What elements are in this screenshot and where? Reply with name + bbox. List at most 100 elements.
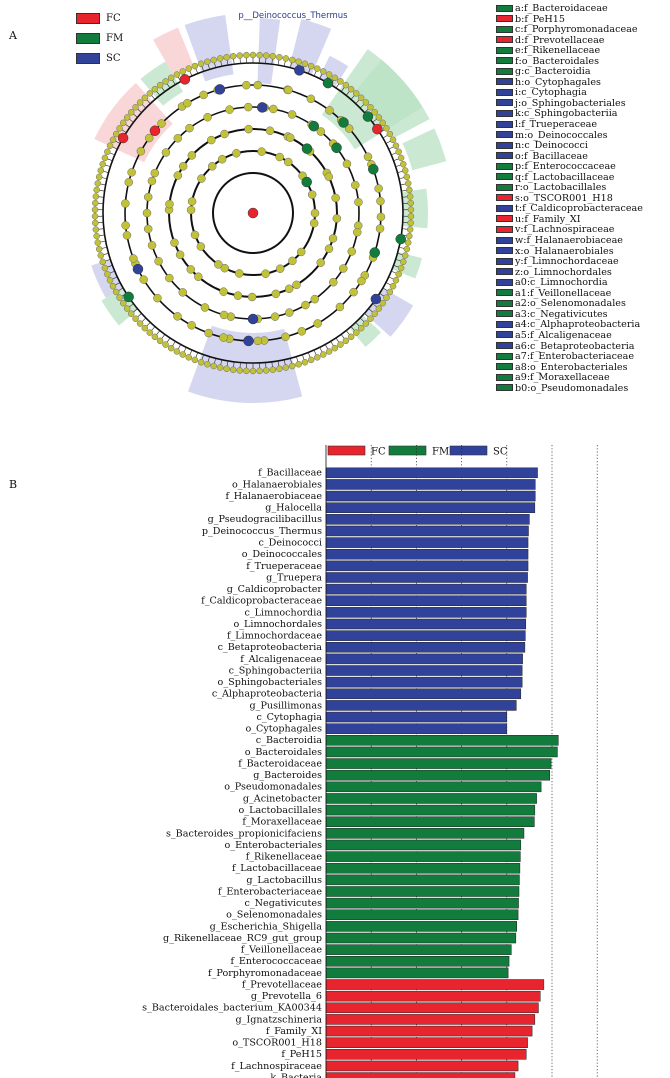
cladogram-leaf-node — [151, 85, 159, 93]
cladogram-group-legend: FC FM SC — [76, 13, 123, 73]
cladogram-leaf-node — [314, 65, 321, 72]
lda-category-label: f_Alcaligenaceae — [240, 654, 322, 665]
lda-legend-swatch — [449, 445, 488, 456]
clade-legend-swatch — [496, 162, 513, 170]
cladogram-biomarker-node — [214, 84, 226, 95]
cladogram-node — [194, 272, 203, 282]
cladogram-biomarker-node — [123, 291, 134, 303]
cladogram-node — [207, 162, 217, 171]
clade-legend-label: a7:f_Enterobacteriaceae — [515, 351, 635, 363]
cladogram-biomarker-node — [368, 163, 379, 175]
cladogram-leaf-node — [162, 78, 169, 85]
cladogram-leaf-node — [112, 288, 120, 296]
cladogram-leaf-node — [357, 94, 365, 102]
cladogram-node — [150, 168, 160, 178]
cladogram-leaf-node — [295, 361, 302, 368]
lda-bar — [325, 595, 527, 607]
clade-legend-swatch — [496, 247, 513, 255]
cladogram-leaf-node — [371, 109, 378, 116]
clade-legend-swatch — [496, 78, 513, 86]
clade-legend-item: a8:o_Enterobacteriales — [496, 362, 668, 374]
clade-legend-item: f:o_Bacteroidales — [496, 56, 668, 68]
cladogram-node — [331, 193, 340, 203]
clade-legend-swatch — [496, 352, 513, 360]
clade-legend-swatch — [496, 141, 513, 149]
clade-legend-label: k:c_Sphingobacteriia — [515, 108, 618, 120]
cladogram-leaf-node — [223, 53, 230, 61]
cladogram-node — [253, 336, 263, 346]
cladogram-leaf-node — [243, 51, 250, 59]
cladogram-leaf-node — [407, 206, 415, 213]
cladogram-leaf-node — [123, 114, 131, 121]
cladogram-leaf-node — [401, 252, 409, 259]
cladogram-node — [309, 218, 319, 228]
clade-highlight-sector — [349, 315, 381, 348]
lda-bar — [325, 1002, 539, 1014]
cladogram-node — [232, 149, 241, 158]
cladogram-leaf-node — [379, 119, 386, 127]
clade-legend-swatch — [496, 46, 513, 54]
lda-bar — [325, 676, 523, 688]
cladogram-leaf-node — [167, 344, 175, 352]
lda-bar — [325, 816, 535, 827]
clade-legend-item: k:c_Sphingobacteriia — [496, 109, 668, 120]
cladogram-node — [127, 168, 136, 177]
cladogram-leaf-node — [331, 344, 339, 352]
lda-category-label: f_Enterobacteriaceae — [218, 886, 322, 897]
lda-category-label: f_PeH15 — [281, 1049, 322, 1060]
cladogram-leaf-node — [307, 62, 315, 70]
cladogram-leaf-node — [167, 74, 175, 82]
lda-category-label: o_Cytophagales — [245, 724, 322, 735]
lda-category-label: f_Trueperaceae — [246, 561, 322, 572]
clade-legend-label: a:f_Bacteroidaceae — [515, 3, 608, 14]
clade-legend-swatch — [496, 268, 513, 276]
cladogram-leaf-node — [352, 90, 360, 97]
clade-legend-swatch — [496, 278, 513, 286]
lda-bar — [325, 979, 545, 990]
cladogram-node — [124, 177, 134, 187]
cladogram-node — [316, 258, 325, 267]
clade-legend-swatch — [496, 173, 513, 181]
cladogram-leaf-node — [362, 99, 370, 106]
cladogram-leaf-node — [301, 358, 309, 366]
cladogram-leaf-node — [204, 58, 211, 65]
lda-category-label: o_Deinococcales — [242, 549, 322, 560]
lda-category-label: f_Rikenellaceae — [246, 852, 323, 863]
cladogram-node — [296, 247, 306, 257]
cladogram-leaf-node — [94, 239, 102, 246]
lda-category-label: g_Pseudogracilibacillus — [208, 514, 322, 525]
cladogram-leaf-node — [132, 104, 139, 111]
lda-bar — [325, 630, 526, 641]
lda-bar — [325, 537, 529, 548]
cladogram-node — [186, 265, 196, 274]
lda-category-label: g_Halocella — [265, 503, 322, 514]
clade-legend-item: a1:f_Veillonellaceae — [496, 288, 668, 300]
cladogram-node — [352, 227, 362, 237]
lda-bar — [325, 897, 519, 909]
clade-legend-swatch — [496, 299, 513, 307]
lda-category-label: f_Family_XI — [266, 1026, 322, 1037]
cladogram-node — [351, 180, 360, 190]
cladogram-leaf-node — [401, 167, 409, 174]
cladogram-biomarker-node — [338, 117, 349, 128]
clade-legend-item: l:f_Trueperaceae — [496, 119, 668, 131]
cladogram-leaf-node — [362, 320, 370, 327]
lda-category-label: g_Ignatzschineria — [236, 1014, 323, 1025]
lda-bar — [325, 758, 552, 769]
cladogram-leaf-node — [112, 130, 120, 138]
cladogram-node — [154, 256, 163, 266]
clade-legend-label: b:f_PeH15 — [515, 13, 565, 25]
cladogram-node — [190, 230, 200, 240]
clade-legend-item: o:f_Bacillaceae — [496, 151, 668, 163]
lda-category-label: c_Sphingobacteriia — [229, 665, 323, 676]
clade-legend-swatch — [496, 331, 513, 339]
cladogram-leaf-node — [249, 51, 257, 59]
cladogram-leaf-node — [210, 56, 217, 64]
cladogram-node — [349, 287, 358, 297]
cladogram-node — [363, 152, 373, 161]
cladogram-biomarker-node — [117, 132, 129, 144]
cladogram-node — [275, 152, 284, 162]
clade-legend-label: p:f_Enterococcaceae — [515, 161, 616, 173]
cladogram-leaf-node — [404, 239, 412, 246]
cladogram-node — [220, 129, 229, 139]
